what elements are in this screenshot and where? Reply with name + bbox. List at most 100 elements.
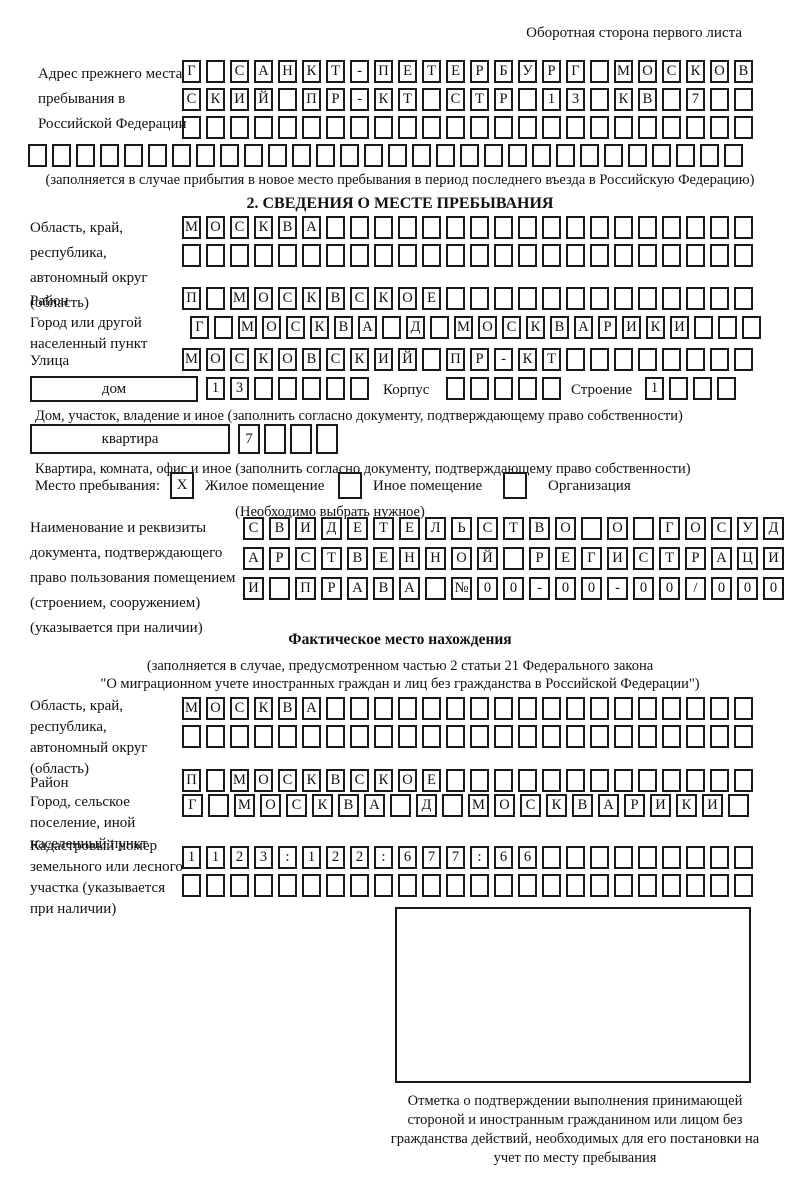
char-box: Г	[659, 517, 680, 540]
char-box	[230, 725, 249, 748]
oblast-label: Область, край, республика, автономный ок…	[30, 220, 148, 311]
char-box: В	[550, 316, 569, 339]
page-side-note: Оборотная сторона первого листа	[526, 25, 742, 41]
char-box: К	[374, 88, 393, 111]
char-box	[350, 377, 369, 400]
char-box	[686, 697, 705, 720]
char-box	[230, 874, 249, 897]
char-box: П	[182, 287, 201, 310]
fact-oblast-label: Область, край, республика, автономный ок…	[30, 698, 148, 777]
char-box	[638, 846, 657, 869]
char-box	[470, 377, 489, 400]
char-box: И	[607, 547, 628, 570]
kadastr-row-2	[182, 874, 758, 897]
char-box	[264, 424, 286, 454]
char-box	[662, 216, 681, 239]
char-box: Р	[326, 88, 345, 111]
char-box: /	[685, 577, 706, 600]
char-box: Н	[278, 60, 297, 83]
char-box: М	[182, 216, 201, 239]
char-box	[710, 116, 729, 139]
char-box: Т	[321, 547, 342, 570]
char-box	[710, 287, 729, 310]
stamp-caption: Отметка о подтверждении выполнения прини…	[390, 1093, 760, 1166]
fact-title: Фактическое место нахождения	[288, 631, 512, 648]
char-box	[614, 769, 633, 792]
char-box: К	[374, 769, 393, 792]
char-box	[268, 144, 287, 167]
char-box	[686, 116, 705, 139]
char-box: М	[238, 316, 257, 339]
char-box	[494, 287, 513, 310]
char-box	[710, 874, 729, 897]
char-box	[326, 874, 345, 897]
char-box: Р	[269, 547, 290, 570]
char-box: О	[398, 287, 417, 310]
char-box	[686, 244, 705, 267]
char-box	[662, 244, 681, 267]
char-box: 1	[182, 846, 201, 869]
char-box	[590, 725, 609, 748]
char-box: С	[662, 60, 681, 83]
dom-label: дом	[101, 380, 127, 397]
char-box	[398, 697, 417, 720]
char-box: Е	[446, 60, 465, 83]
char-box: 7	[422, 846, 441, 869]
char-box	[556, 144, 575, 167]
char-box: 3	[230, 377, 249, 400]
char-box: П	[374, 60, 393, 83]
char-box	[302, 116, 321, 139]
prev-address-row-3	[182, 116, 758, 139]
char-box: Л	[425, 517, 446, 540]
char-box	[206, 769, 225, 792]
char-box	[374, 697, 393, 720]
char-box: П	[182, 769, 201, 792]
char-box	[326, 697, 345, 720]
char-box	[734, 697, 753, 720]
char-box	[100, 144, 119, 167]
char-box: Т	[659, 547, 680, 570]
char-box: О	[638, 60, 657, 83]
char-box	[614, 725, 633, 748]
char-box	[326, 216, 345, 239]
char-box: Е	[373, 547, 394, 570]
char-box	[292, 144, 311, 167]
char-box: О	[262, 316, 281, 339]
char-box	[446, 874, 465, 897]
char-box: Е	[422, 769, 441, 792]
char-box	[76, 144, 95, 167]
char-box: 1	[206, 846, 225, 869]
char-box	[590, 769, 609, 792]
char-box	[734, 725, 753, 748]
fact-note-line2: "О миграционном учете иностранных гражда…	[100, 676, 700, 692]
char-box	[124, 144, 143, 167]
char-box	[532, 144, 551, 167]
fact-gorod-label: Город, сельское поселение, иной населенн…	[30, 794, 148, 852]
char-box	[446, 244, 465, 267]
char-box	[278, 116, 297, 139]
char-box: А	[364, 794, 385, 817]
section2-title: 2. СВЕДЕНИЯ О МЕСТЕ ПРЕБЫВАНИЯ	[246, 195, 554, 212]
char-box	[254, 874, 273, 897]
char-box: 6	[494, 846, 513, 869]
char-box: О	[206, 348, 225, 371]
char-box	[734, 348, 753, 371]
char-box: И	[374, 348, 393, 371]
char-box	[734, 846, 753, 869]
char-box: С	[520, 794, 541, 817]
char-box: Е	[422, 287, 441, 310]
char-box	[638, 244, 657, 267]
char-box: К	[676, 794, 697, 817]
char-box: В	[373, 577, 394, 600]
char-box	[350, 697, 369, 720]
char-box: С	[350, 769, 369, 792]
char-box	[662, 287, 681, 310]
char-box	[662, 348, 681, 371]
char-box	[628, 144, 647, 167]
char-box	[710, 769, 729, 792]
char-box	[278, 377, 297, 400]
